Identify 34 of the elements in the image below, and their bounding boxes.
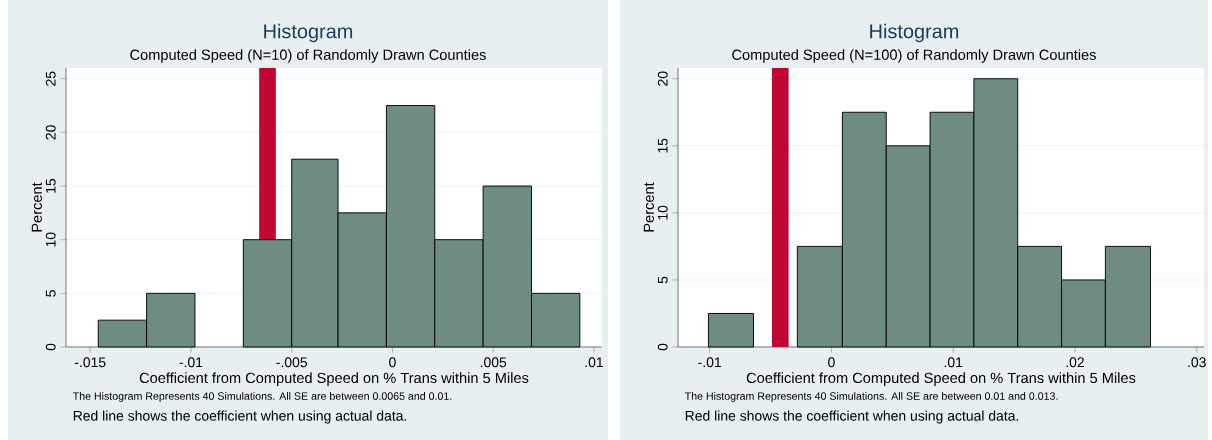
text: Red line shows the coefficient when using actual data. xyxy=(685,410,1019,424)
x-tick-label: .02 xyxy=(1066,357,1084,368)
x-tick-label: 0 xyxy=(389,357,396,368)
y-tick-label: 15 xyxy=(657,138,668,153)
y-tick-label: 25 xyxy=(45,71,56,86)
y-tick-label: 10 xyxy=(657,205,668,220)
x-tick-label: .01 xyxy=(944,357,963,368)
y-tick-label: 15 xyxy=(45,178,56,193)
y-tick-label: 0 xyxy=(45,343,56,351)
x-tick-label: .03 xyxy=(1188,357,1206,368)
x-tick-label: 0 xyxy=(828,357,835,368)
x-tick-label: -.01 xyxy=(698,357,721,368)
x-tick-label: -.01 xyxy=(179,357,203,368)
y-tick-label: 20 xyxy=(657,71,668,86)
text: The Histogram Represents 40 Simulations. All SE are between 0.0065 and 0.01. xyxy=(72,392,452,402)
x-tick-label: .01 xyxy=(585,357,603,368)
y-tick-label: 10 xyxy=(45,232,56,247)
x-axis-title: Coefficient from Computed Speed on % Trans within 5 Miles xyxy=(746,372,1136,386)
x-tick-label: -.015 xyxy=(74,357,106,368)
text: The Histogram Represents 40 Simulations. All SE are between 0.01 and 0.013. xyxy=(684,392,1058,402)
y-tick-label: 5 xyxy=(45,290,56,297)
y-tick-label: 0 xyxy=(657,343,668,351)
text: Red line shows the coefficient when using actual data. xyxy=(73,410,407,424)
y-axis-title: Percent xyxy=(643,182,654,232)
y-axis-title: Percent xyxy=(31,182,42,232)
x-tick-label: .005 xyxy=(480,357,507,368)
chart-subtitle: Computed Speed (N=100) of Randomly Drawn Counties xyxy=(732,49,1096,63)
x-tick-label: -.005 xyxy=(276,357,307,368)
x-axis-title: Coefficient from Computed Speed on % Trans within 5 Miles xyxy=(139,372,529,386)
y-tick-label: 20 xyxy=(45,125,56,140)
y-tick-label: 5 xyxy=(657,276,668,284)
chart-title: Histogram xyxy=(870,23,959,43)
chart-title: Histogram xyxy=(264,23,353,43)
chart-subtitle: Computed Speed (N=10) of Randomly Drawn Counties xyxy=(130,49,486,63)
